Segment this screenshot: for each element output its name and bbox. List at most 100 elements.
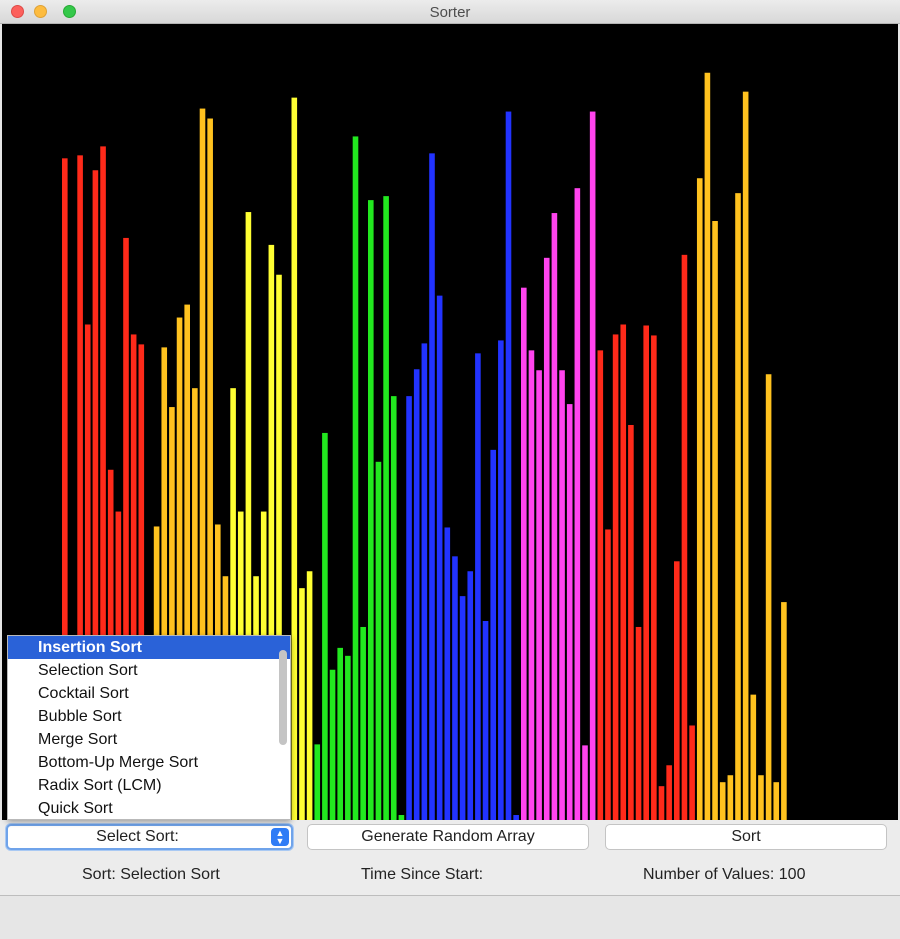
value-bar xyxy=(543,257,550,820)
value-bar xyxy=(84,324,91,820)
sort-option[interactable]: Selection Sort xyxy=(38,662,138,679)
value-bar xyxy=(169,407,175,820)
value-bar xyxy=(704,72,711,820)
value-bar xyxy=(100,146,106,820)
minimize-window-button[interactable] xyxy=(34,5,47,18)
value-bar xyxy=(475,353,481,820)
value-bar xyxy=(77,155,83,820)
sort-select-label: Select Sort: xyxy=(96,828,179,845)
value-bar xyxy=(245,212,252,820)
value-bar xyxy=(207,118,213,820)
value-bar xyxy=(696,178,703,820)
value-bar xyxy=(329,669,336,820)
value-bar xyxy=(528,350,535,820)
value-bar xyxy=(436,295,443,820)
value-bar xyxy=(750,694,757,820)
value-bar xyxy=(161,347,168,820)
value-bar xyxy=(773,782,780,820)
value-bar xyxy=(658,786,665,820)
value-bar xyxy=(467,571,474,820)
value-bar xyxy=(130,334,137,820)
generate-random-array-button[interactable]: Generate Random Array xyxy=(307,824,589,850)
close-window-button[interactable] xyxy=(11,5,24,18)
value-bar xyxy=(398,815,405,820)
value-bar xyxy=(123,237,129,820)
value-bar xyxy=(574,188,581,820)
value-bar xyxy=(306,571,313,820)
value-bar xyxy=(406,396,412,820)
sort-options-list[interactable]: Insertion Sort Selection Sort Cocktail S… xyxy=(7,635,291,820)
value-bar xyxy=(559,370,565,820)
value-bar xyxy=(735,193,741,820)
sort-option[interactable]: Radix Sort (LCM) xyxy=(38,777,162,794)
value-bar xyxy=(712,221,718,820)
value-bar xyxy=(92,170,99,820)
value-bar xyxy=(490,449,496,820)
current-sort-label: Sort: Selection Sort xyxy=(82,866,220,883)
value-bar xyxy=(184,304,190,820)
sort-option[interactable]: Cocktail Sort xyxy=(38,685,129,702)
value-bar xyxy=(765,374,772,820)
value-bar xyxy=(62,158,68,820)
value-bar xyxy=(628,424,634,820)
sort-option[interactable]: Insertion Sort xyxy=(8,636,290,659)
value-bar xyxy=(421,343,428,820)
value-bar xyxy=(719,782,726,820)
sort-option[interactable]: Merge Sort xyxy=(38,731,118,748)
value-bar xyxy=(620,324,627,820)
time-since-start-label: Time Since Start: xyxy=(361,866,484,883)
sort-button[interactable]: Sort xyxy=(605,824,887,850)
sort-option[interactable]: Bottom-Up Merge Sort xyxy=(38,754,199,771)
number-of-values-label: Number of Values: 100 xyxy=(643,866,806,883)
value-bar xyxy=(651,335,657,820)
value-bar xyxy=(199,108,206,820)
value-bar xyxy=(192,388,198,820)
value-bar xyxy=(674,561,680,820)
value-bar xyxy=(390,396,397,820)
title-bar: Sorter xyxy=(0,0,900,24)
chevron-updown-icon: ▲ ▼ xyxy=(271,828,289,846)
value-bar xyxy=(635,626,642,820)
value-bar xyxy=(643,325,649,820)
sort-select-dropdown[interactable]: Select Sort: ▲ ▼ xyxy=(6,824,293,850)
value-bar xyxy=(375,461,382,820)
value-bar xyxy=(452,556,458,820)
value-bar xyxy=(230,388,236,820)
value-bar xyxy=(521,287,527,820)
value-bar xyxy=(597,350,604,820)
value-bar xyxy=(742,91,749,820)
value-bar xyxy=(176,317,183,820)
value-bar xyxy=(727,775,734,820)
value-bar xyxy=(345,655,351,820)
value-bar xyxy=(536,370,542,820)
value-bar xyxy=(444,527,451,820)
value-bar xyxy=(589,111,596,820)
value-bar xyxy=(413,369,420,820)
value-bar xyxy=(781,602,787,820)
value-bar xyxy=(299,588,305,820)
sort-option[interactable]: Bubble Sort xyxy=(38,708,122,725)
zoom-window-button[interactable] xyxy=(63,5,76,18)
value-bar xyxy=(758,775,764,820)
value-bar xyxy=(322,432,328,820)
value-bar xyxy=(666,765,672,820)
value-bar xyxy=(551,213,558,820)
value-bar xyxy=(276,274,282,820)
value-bar xyxy=(689,725,695,820)
value-bar xyxy=(314,744,321,820)
value-bar xyxy=(498,340,504,820)
value-bar xyxy=(482,621,489,820)
value-bar xyxy=(505,111,512,820)
value-bar xyxy=(681,254,688,820)
value-bar xyxy=(605,529,611,820)
window-title: Sorter xyxy=(429,4,471,21)
value-bar xyxy=(383,196,389,820)
value-bar xyxy=(337,647,343,820)
dropdown-scrollbar[interactable] xyxy=(279,650,287,745)
value-bar xyxy=(360,626,366,820)
sort-option[interactable]: Quick Sort xyxy=(38,800,113,817)
value-bar xyxy=(566,404,573,820)
value-bar xyxy=(368,200,374,820)
value-bar xyxy=(513,815,519,820)
value-bar xyxy=(291,97,298,820)
